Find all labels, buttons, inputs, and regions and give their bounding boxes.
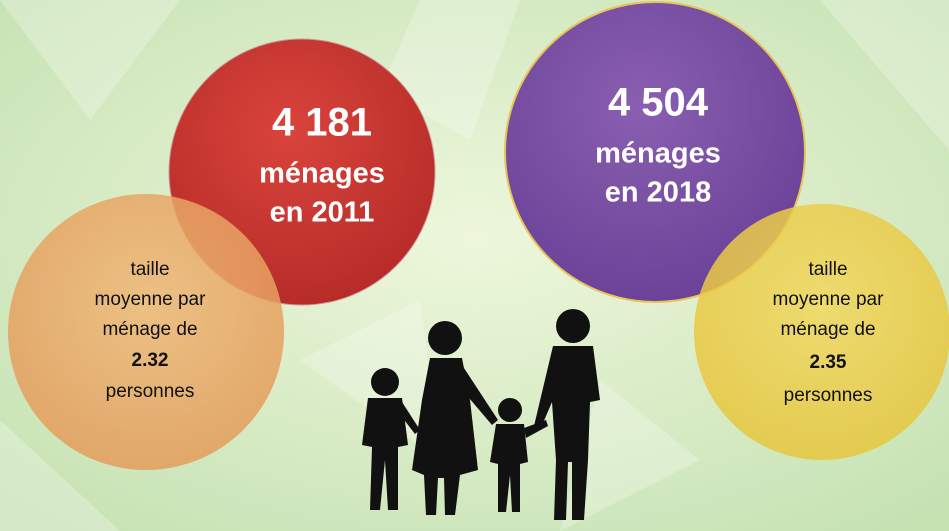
bubble-unit: personnes [106, 381, 195, 402]
count-2011: 4 181 [272, 101, 372, 145]
bubble-value: 2.35 [810, 352, 847, 373]
count-2018: 4 504 [608, 81, 709, 125]
label-2011: ménages [259, 158, 385, 190]
bubble-text: ménage de [780, 319, 875, 340]
family-silhouette [362, 309, 600, 520]
year-2018: en 2018 [605, 177, 711, 209]
bubble-value: 2.32 [132, 350, 169, 371]
bubble-text: taille [130, 259, 169, 280]
bubble-text: ménage de [102, 319, 197, 340]
texts: 4 181 ménages en 2011 4 504 ménages en 2… [95, 81, 885, 406]
bubble-text: moyenne par [95, 289, 207, 310]
year-2011: en 2011 [270, 197, 375, 229]
bubble-text: moyenne par [773, 289, 885, 310]
label-2018: ménages [595, 138, 721, 170]
bubble-unit: personnes [784, 385, 873, 406]
bubble-right [694, 204, 949, 460]
bubble-text: taille [808, 259, 847, 280]
circle-2018 [504, 1, 806, 303]
bubble-left [8, 194, 284, 470]
